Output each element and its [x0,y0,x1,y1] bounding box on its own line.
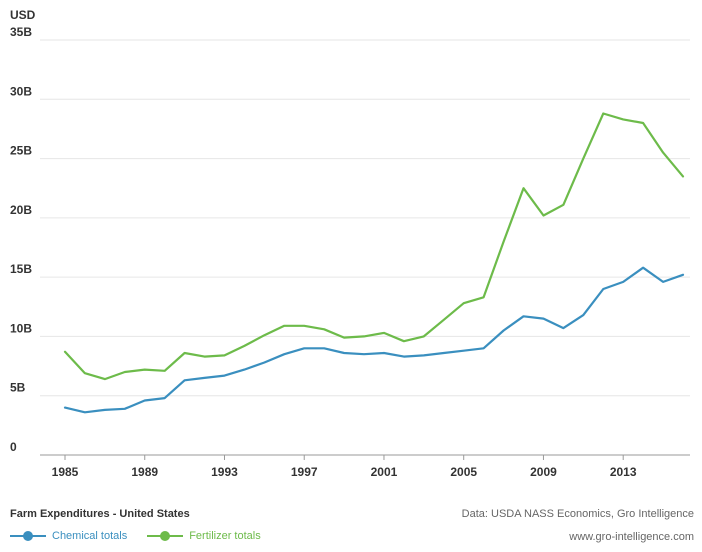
y-tick-label: 5B [10,381,26,395]
x-tick-label: 2001 [371,465,398,479]
series-line-chemical-totals [63,266,685,414]
y-tick-label: 20B [10,203,32,217]
legend-label-chemical: Chemical totals [52,530,128,542]
legend-label-fertilizer: Fertilizer totals [189,530,261,542]
y-axis-tick-labels: 0 5B 10B 15B 20B 25B 30B 35B [10,25,32,454]
legend-swatch-chemical [10,531,46,541]
x-tick-label: 1993 [211,465,238,479]
y-tick-label: 25B [10,144,32,158]
y-tick-label: 35B [10,25,32,39]
chart-legend: Chemical totals Fertilizer totals [10,530,281,542]
gridlines [40,39,690,460]
y-tick-label: 10B [10,321,32,335]
x-tick-label: 2005 [450,465,477,479]
website-credit: www.gro-intelligence.com [569,531,694,543]
series-lines [63,112,685,414]
legend-swatch-fertilizer [147,531,184,541]
y-tick-label: 30B [10,84,32,98]
legend-item-fertilizer[interactable]: Fertilizer totals [147,530,261,542]
x-tick-label: 2013 [610,465,637,479]
chart-footer-title: Farm Expenditures - United States [10,508,190,520]
legend-item-chemical[interactable]: Chemical totals [10,530,127,542]
x-axis-tick-labels: 1985 1989 1993 1997 2001 2005 2009 2013 [52,465,637,479]
y-tick-label: 0 [10,440,17,454]
y-axis-unit-label: USD [10,8,36,22]
x-tick-label: 2009 [530,465,557,479]
x-tick-label: 1989 [131,465,158,479]
x-tick-label: 1985 [52,465,79,479]
x-tick-label: 1997 [291,465,318,479]
y-tick-label: 15B [10,262,32,276]
series-line-fertilizer-totals [63,112,685,381]
data-source-credit: Data: USDA NASS Economics, Gro Intellige… [461,508,694,520]
